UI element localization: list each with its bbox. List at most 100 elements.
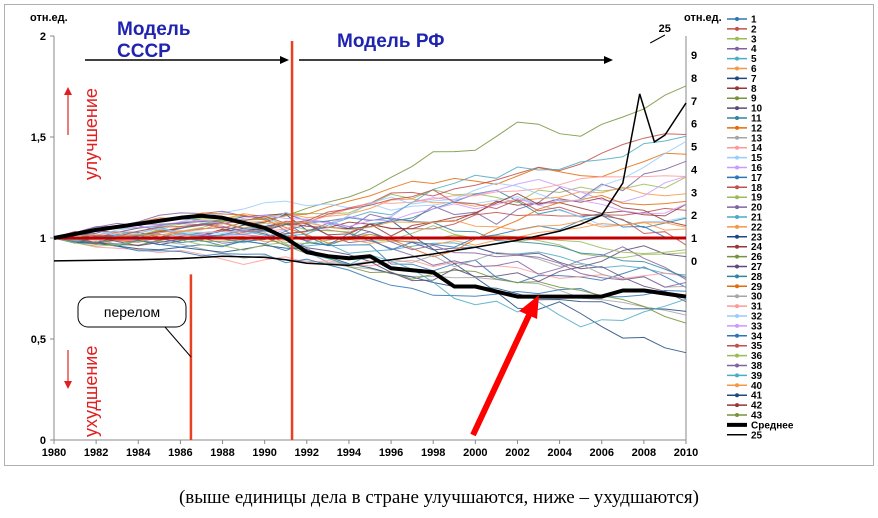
legend-label: 30 — [751, 292, 763, 303]
legend-marker — [735, 244, 739, 249]
right-tick-label: 9 — [691, 50, 697, 62]
x-tick-label: 1998 — [421, 447, 445, 459]
legend-marker — [735, 195, 739, 200]
legend-label: 12 — [751, 123, 763, 134]
legend-marker — [735, 393, 739, 398]
background-series-line — [53, 219, 687, 241]
legend-marker — [735, 224, 739, 229]
legend-label: 41 — [751, 391, 763, 402]
legend-marker — [735, 185, 739, 190]
legend-label: 39 — [751, 371, 763, 382]
series-25-label: 25 — [659, 23, 671, 35]
right-tick-label: 2 — [691, 210, 697, 222]
legend-label: Среднее — [751, 420, 794, 431]
x-tick-label: 1996 — [379, 447, 403, 459]
background-series-line — [53, 235, 687, 324]
background-series-line — [53, 237, 687, 280]
legend-marker — [735, 353, 739, 358]
legend-marker — [735, 86, 739, 91]
red-arrow-head — [519, 295, 539, 319]
legend-marker — [735, 56, 739, 61]
series-25-leader — [649, 34, 666, 44]
arrow-rf-head — [604, 56, 613, 64]
legend-label: 40 — [751, 381, 763, 392]
legend-label: 7 — [751, 74, 757, 85]
background-series-line — [53, 237, 687, 312]
legend-marker — [735, 96, 739, 101]
x-tick-label: 2008 — [632, 447, 656, 459]
legend-marker — [735, 165, 739, 170]
background-series-line — [53, 217, 687, 259]
x-tick-label: 1984 — [126, 447, 151, 459]
title-ussr-line1: Модель — [117, 19, 191, 40]
right-tick-label: 8 — [691, 73, 697, 85]
legend-marker — [735, 403, 739, 408]
legend-marker — [735, 363, 739, 368]
legend-marker — [735, 76, 739, 81]
legend-label: 19 — [751, 193, 763, 204]
y-tick-label: 0,5 — [31, 334, 46, 346]
arrow-worsen-head — [64, 381, 72, 389]
legend-label: 26 — [751, 252, 763, 263]
legend-label: 15 — [751, 153, 763, 164]
legend-marker — [735, 106, 739, 111]
series-25-line — [53, 93, 687, 267]
right-tick-label: 5 — [691, 142, 697, 154]
legend-label: 16 — [751, 163, 763, 174]
legend-marker — [735, 274, 739, 279]
x-tick-label: 1994 — [337, 447, 362, 459]
legend-label: 36 — [751, 351, 763, 362]
chart-frame: 0 0,5 1 1,5 2 отн.ед. 0 1 2 3 4 5 6 7 8 9 отн.ед. 1980 198… — [4, 4, 874, 466]
legend-label: 11 — [751, 114, 762, 125]
background-series-line — [53, 222, 687, 288]
right-tick-label: 3 — [691, 187, 697, 199]
legend-label: 22 — [751, 222, 763, 233]
legend-marker — [735, 343, 739, 348]
x-tick-label: 1988 — [210, 447, 234, 459]
background-series-line — [53, 210, 687, 281]
right-tick-label: 7 — [691, 96, 697, 108]
legend-label: 5 — [751, 54, 757, 65]
legend-marker — [735, 175, 739, 180]
average-series-line — [53, 213, 687, 299]
y-tick-label: 2 — [40, 31, 46, 43]
legend-marker — [735, 333, 739, 338]
legend-marker — [735, 323, 739, 328]
legend-label: 31 — [751, 302, 763, 313]
legend-label: 18 — [751, 183, 763, 194]
title-ussr-line2: СССР — [117, 41, 171, 62]
x-tick-label: 1992 — [295, 447, 319, 459]
legend-label: 2 — [751, 24, 757, 35]
legend-marker — [735, 314, 739, 318]
callout-pointer — [164, 326, 192, 358]
label-improve: улучшение — [81, 88, 101, 180]
legend-label: 42 — [751, 401, 763, 412]
x-tick-label: 2004 — [547, 447, 572, 459]
legend-marker — [735, 125, 739, 130]
legend-label: 32 — [751, 312, 763, 323]
legend-marker — [735, 17, 739, 21]
legend-marker — [735, 234, 739, 239]
legend-label: 4 — [751, 44, 757, 55]
background-series-line — [53, 189, 687, 246]
legend-label: 23 — [751, 232, 763, 243]
x-tick-label: 2010 — [674, 447, 698, 459]
background-series-line — [53, 193, 687, 239]
title-rf: Модель РФ — [337, 31, 444, 52]
x-tick-label: 1982 — [84, 447, 108, 459]
background-series-line — [53, 237, 687, 298]
legend-label: 3 — [751, 34, 757, 45]
legend-label: 21 — [751, 213, 763, 224]
legend-marker — [735, 413, 739, 417]
y-tick-label: 1 — [40, 233, 46, 245]
legend-label: 13 — [751, 133, 763, 144]
legend-label: 27 — [751, 262, 763, 273]
legend-marker — [735, 155, 739, 160]
arrow-improve-head — [64, 87, 72, 95]
legend-label: 43 — [751, 411, 763, 422]
background-series-line — [53, 152, 687, 239]
callout-text: перелом — [104, 304, 160, 320]
callout-box — [77, 296, 187, 328]
x-tick-label: 2002 — [505, 447, 529, 459]
